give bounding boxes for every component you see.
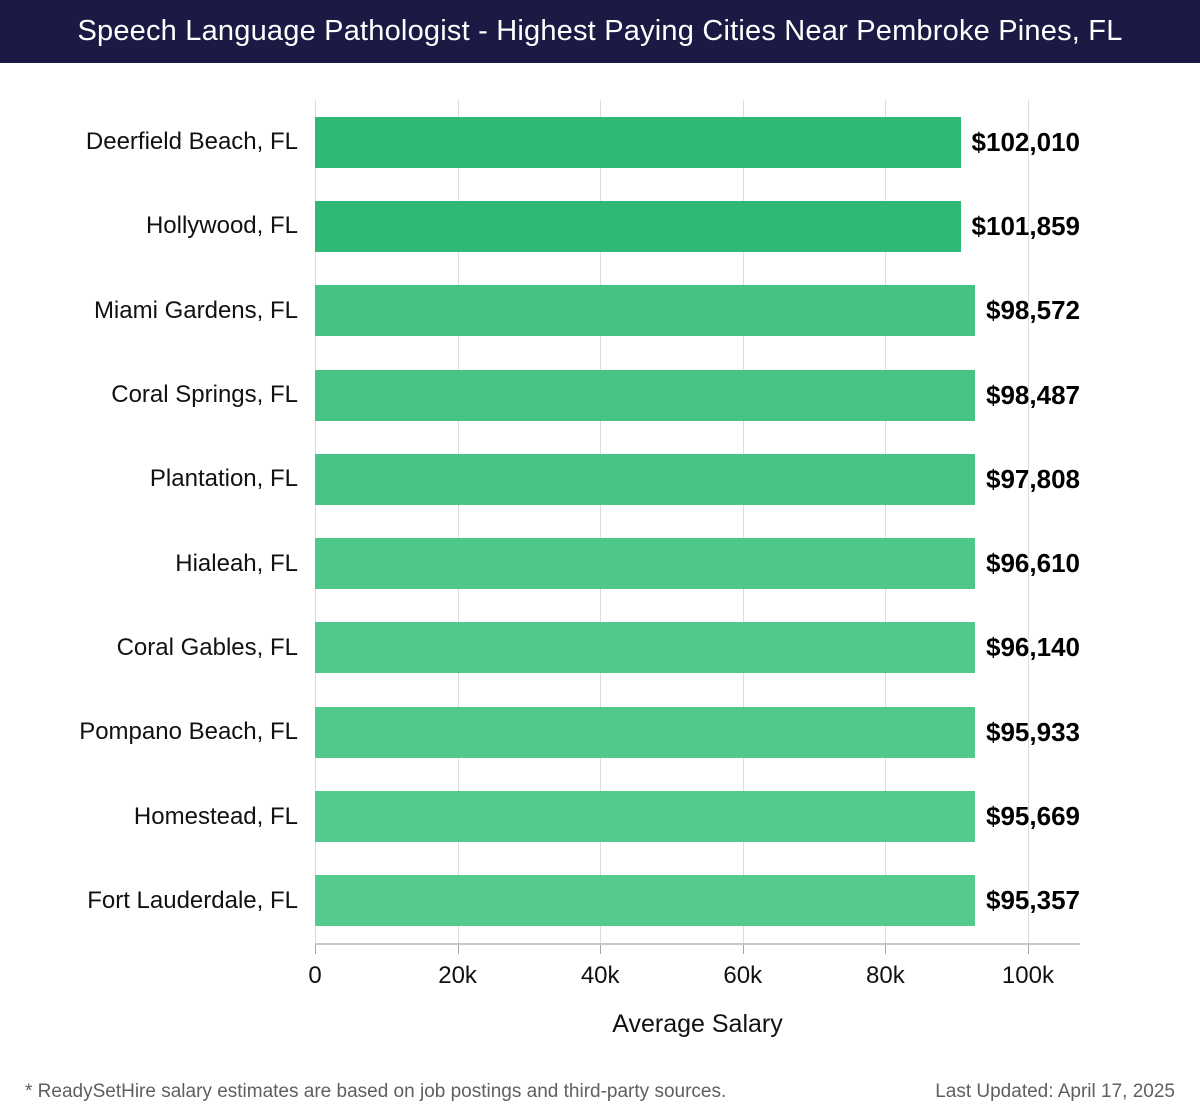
bar-track: $95,357 bbox=[315, 875, 1080, 927]
bar-track: $96,610 bbox=[315, 538, 1080, 590]
bar-row: Pompano Beach, FL $95,933 bbox=[0, 690, 1080, 774]
bar-track: $98,487 bbox=[315, 369, 1080, 421]
bar-row: Hialeah, FL $96,610 bbox=[0, 521, 1080, 605]
x-axis-title: Average Salary bbox=[612, 1010, 783, 1038]
bar-track: $97,808 bbox=[315, 453, 1080, 505]
bar[interactable] bbox=[315, 453, 976, 505]
category-label: Plantation, FL bbox=[149, 465, 298, 493]
bar-row: Plantation, FL $97,808 bbox=[0, 437, 1080, 521]
bar-row: Coral Gables, FL $96,140 bbox=[0, 606, 1080, 690]
x-tick-label: 0 bbox=[308, 962, 322, 989]
bar[interactable] bbox=[315, 791, 976, 843]
category-label: Fort Lauderdale, FL bbox=[87, 886, 298, 914]
bar-row: Homestead, FL $95,669 bbox=[0, 774, 1080, 858]
bar-row: Fort Lauderdale, FL $95,357 bbox=[0, 859, 1080, 943]
x-tick-label: 60k bbox=[723, 962, 763, 989]
bar[interactable] bbox=[315, 116, 961, 168]
x-tick-label: 80k bbox=[866, 962, 905, 989]
bar-row: Miami Gardens, FL $98,572 bbox=[0, 269, 1080, 353]
gridline bbox=[885, 100, 887, 943]
plot-area: 0 20k 40k 60k 80k 100k bbox=[308, 100, 1080, 989]
category-label: Coral Springs, FL bbox=[111, 381, 298, 409]
x-tick-label: 20k bbox=[438, 962, 477, 989]
bar-track: $95,933 bbox=[315, 706, 1080, 758]
value-label: $95,669 bbox=[986, 801, 1080, 832]
bar[interactable] bbox=[315, 622, 976, 674]
bar-track: $98,572 bbox=[315, 285, 1080, 337]
x-tick-mark bbox=[600, 945, 602, 954]
bar[interactable] bbox=[315, 875, 976, 927]
gridline bbox=[1027, 100, 1029, 943]
last-updated-text: Last Updated: April 17, 2025 bbox=[935, 1081, 1175, 1102]
gridline bbox=[600, 100, 602, 943]
value-label: $102,010 bbox=[971, 126, 1080, 157]
gridline bbox=[315, 100, 316, 943]
category-label: Hialeah, FL bbox=[175, 549, 298, 577]
x-tick-mark bbox=[315, 945, 316, 954]
bar-row: Coral Springs, FL $98,487 bbox=[0, 353, 1080, 437]
gridline bbox=[457, 100, 459, 943]
bar[interactable] bbox=[315, 200, 961, 252]
bar-track: $95,669 bbox=[315, 791, 1080, 843]
value-label: $98,572 bbox=[986, 295, 1080, 326]
value-label: $97,808 bbox=[986, 463, 1080, 494]
category-label: Homestead, FL bbox=[133, 802, 298, 830]
value-label: $96,610 bbox=[986, 548, 1080, 579]
value-label: $98,487 bbox=[986, 379, 1080, 410]
bar-row: Deerfield Beach, FL $102,010 bbox=[0, 100, 1080, 184]
chart-title: Speech Language Pathologist - Highest Pa… bbox=[77, 15, 1123, 47]
bar-rows: Deerfield Beach, FL $102,010 Hollywood, FL… bbox=[0, 100, 1080, 943]
value-label: $96,140 bbox=[986, 632, 1080, 663]
bar-track: $102,010 bbox=[315, 116, 1080, 168]
disclaimer-text: * ReadySetHire salary estimates are base… bbox=[25, 1081, 727, 1102]
x-tick-label: 40k bbox=[580, 962, 620, 989]
x-tick-mark bbox=[1027, 945, 1029, 954]
x-tick-mark bbox=[457, 945, 459, 954]
value-label: $101,859 bbox=[971, 210, 1080, 241]
x-tick-mark bbox=[742, 945, 744, 954]
gridline bbox=[742, 100, 744, 943]
bar-row: Hollywood, FL $101,859 bbox=[0, 184, 1080, 268]
bar[interactable] bbox=[315, 538, 976, 590]
header-bar: Speech Language Pathologist - Highest Pa… bbox=[0, 0, 1200, 63]
category-label: Deerfield Beach, FL bbox=[85, 128, 298, 156]
footer: * ReadySetHire salary estimates are base… bbox=[25, 1081, 1175, 1103]
bar[interactable] bbox=[315, 706, 976, 758]
x-tick-mark bbox=[885, 945, 887, 954]
bar[interactable] bbox=[315, 285, 976, 337]
value-label: $95,933 bbox=[986, 716, 1080, 747]
bar-track: $101,859 bbox=[315, 200, 1080, 252]
category-label: Miami Gardens, FL bbox=[93, 296, 298, 324]
bar[interactable] bbox=[315, 369, 976, 421]
category-label: Pompano Beach, FL bbox=[79, 718, 298, 746]
x-tick-label: 100k bbox=[1001, 962, 1054, 989]
bar-track: $96,140 bbox=[315, 622, 1080, 674]
value-label: $95,357 bbox=[986, 885, 1080, 916]
category-label: Hollywood, FL bbox=[145, 212, 298, 240]
category-label: Coral Gables, FL bbox=[116, 633, 298, 661]
